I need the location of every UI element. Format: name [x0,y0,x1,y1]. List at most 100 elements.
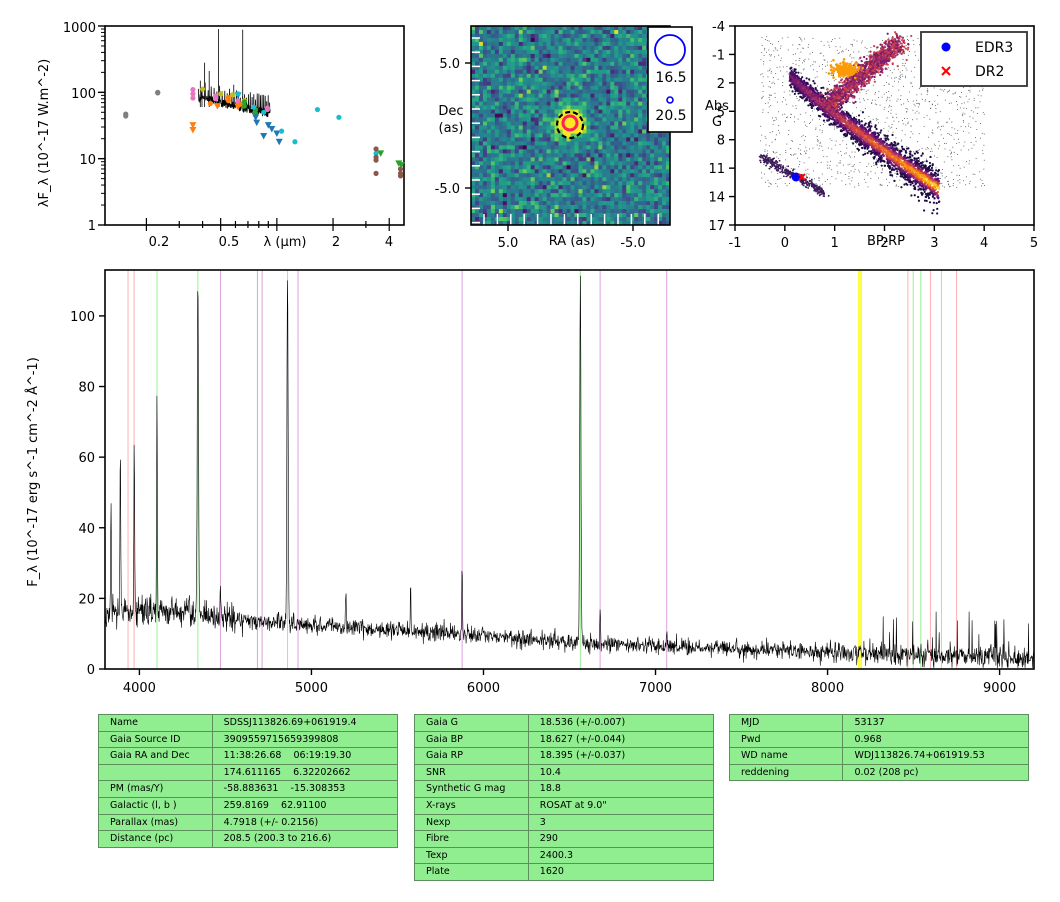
hr-xtick-label: 1 [831,236,839,251]
info-table-row: 174.611165 6.32202662 [98,763,399,782]
image-xtick-label: -5.0 [620,236,645,251]
hr-xtick-label: 5 [1030,236,1038,251]
image-ytick-label: 5.0 [439,57,460,72]
spectrum-xtick-label: 8000 [811,681,844,696]
sed-upper-limit-point [273,130,281,137]
spectrum-xtick-label: 6000 [467,681,500,696]
info-table-row: Pwd 0.968 [728,730,1029,749]
info-table-row: Gaia RA and Dec 11:38:26.68 06:19:19.30 [98,747,399,765]
sed-data-point [213,96,219,102]
sed-xtick-label: 0.2 [149,235,170,250]
info-value: 208.5 (200.3 to 216.6) [211,830,399,848]
dr2-legend-label: DR2 [975,64,1004,80]
sdss-position-marker [561,114,579,132]
info-key: Name [98,714,213,732]
edr3-point [791,172,801,182]
sed-data-point [264,106,271,113]
info-value: 18.8 [527,780,715,798]
info-key: SNR [414,763,529,782]
hr-ytick-label: -4 [712,20,725,35]
sed-data-point [235,91,241,97]
hr-xtick-label: 3 [930,236,938,251]
info-table-row: Name SDSSJ113826.69+061919.4 [98,714,399,732]
legend-mag-bright: 16.5 [655,70,686,86]
hr-xtick-label: 4 [980,236,988,251]
sed-data-point [190,86,196,93]
info-table-row: Distance (pc) 208.5 (200.3 to 216.6) [98,830,399,848]
info-value: 10.4 [527,763,715,782]
hr-ytick-label: 5 [717,105,725,120]
sed-data-point [241,103,247,109]
hr-ytick-labels: -4 -1 2 5 8 11 14 17 [708,20,725,234]
info-key: Parallax (mas) [98,813,213,832]
info-value: 174.611165 6.32202662 [211,763,399,782]
sed-axis-ticks [98,25,390,231]
info-table-identity: Name SDSSJ113826.69+061919.4 Gaia Source I… [98,714,399,848]
info-key: Gaia RA and Dec [98,747,213,765]
sed-data-point [314,106,321,113]
hr-ytick-label: 14 [708,191,725,206]
info-value: ROSAT at 9.0" [527,796,715,815]
info-key: Gaia RP [414,747,529,765]
info-table-row: Gaia G 18.536 (+/-0.007) [414,714,715,732]
info-table-body: MJD 53137 Pwd 0.968 WD name WDJ113826.74+0619… [728,714,1029,782]
image-cutout-heatmap [471,26,671,226]
sed-data-point [155,90,161,96]
image-ylabel-line1: Dec [438,104,463,119]
info-table-row: Texp 2400.3 [414,846,715,865]
info-value: SDSSJ113826.69+061919.4 [211,714,399,732]
info-key: Gaia Source ID [98,730,213,749]
sed-data-point [190,95,196,101]
sed-upper-limit-point [213,103,221,110]
sed-data-point [199,86,206,92]
info-table-row: PM (mas/Y) -58.883631 -15.308353 [98,780,399,798]
legend-mag-faint: 20.5 [655,108,686,124]
sed-photometry-points [123,86,405,179]
sed-data-point [397,166,404,172]
hr-ytick-label: 8 [717,134,725,149]
info-value: 3 [527,813,715,832]
hr-ytick-label: 17 [708,219,725,234]
sed-xtick-label: 2 [332,235,340,250]
sed-upper-limit-point [253,119,261,127]
spectrum-ytick-label: 20 [78,592,95,607]
sed-data-point [373,170,379,176]
info-value: -58.883631 -15.308353 [211,780,399,798]
dr2-point [798,173,806,181]
info-value: 0.968 [842,730,1029,749]
gaia-position-marker [555,110,585,140]
faint-mag-circle [666,96,674,104]
sed-data-point [250,104,257,110]
hr-xlabel: BP-RP [867,234,905,249]
spectrum-xtick-label: 5000 [295,681,328,696]
spectrum-plot-frame [104,269,1035,670]
info-table-row: X-rays ROSAT at 9.0" [414,796,715,815]
hr-legend: EDR3 DR2 [920,31,1028,87]
spectrum-xtick-label: 4000 [123,681,156,696]
spectrum-xtick-label: 7000 [639,681,672,696]
sed-upper-limit-point [189,122,197,129]
info-key: PM (mas/Y) [98,780,213,798]
sed-upper-limit-point [377,150,385,157]
image-cutout-chart: 16.5 20.5 5.0 -5.0 Dec (as) 5.0 -5.0 RA … [435,25,693,251]
info-table-row: Parallax (mas) 4.7918 (+/- 0.2156) [98,813,399,832]
hr-xtick-label: 0 [781,236,789,251]
info-table-body: Gaia G 18.536 (+/-0.007) Gaia BP 18.627 (+/… [414,714,715,881]
spectrum-axis-ticks [99,315,1001,675]
info-value: 18.536 (+/-0.007) [527,714,715,732]
info-table-row: Synthetic G mag 18.8 [414,780,715,798]
hr-xtick-labels: -1 0 1 2 3 4 5 [729,236,1039,251]
dr2-legend-marker [941,66,951,76]
image-ylabel-line2: (as) [439,121,464,136]
info-key: Synthetic G mag [414,780,529,798]
info-table-row: reddening 0.02 (208 pc) [728,763,1029,782]
sed-ytick-label: 100 [71,87,96,102]
sed-data-point [373,150,379,157]
sed-ytick-label: 1 [88,219,96,234]
sed-data-point [292,139,298,145]
sed-upper-limit-point [397,162,405,169]
bright-mag-circle [654,34,686,66]
image-xtick-label: 5.0 [498,236,519,251]
hr-density-cloud [758,31,986,215]
info-table-row: Gaia BP 18.627 (+/-0.044) [414,730,715,749]
